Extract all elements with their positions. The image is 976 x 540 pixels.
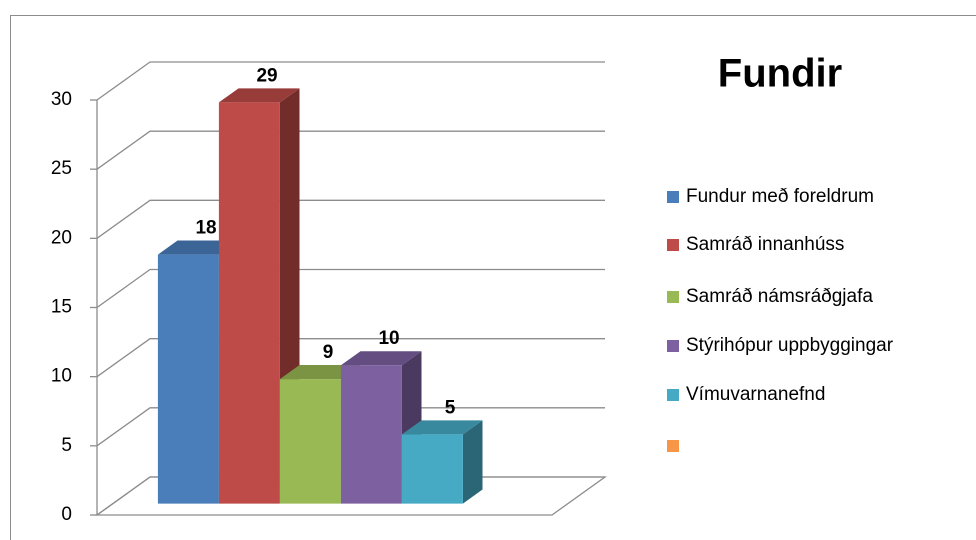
bar-top xyxy=(218,88,300,103)
legend-swatch xyxy=(667,440,679,452)
grid-line xyxy=(96,61,605,101)
bar-top xyxy=(340,351,422,366)
value-label: 29 xyxy=(256,65,277,86)
legend-label: Stýrihópur uppbyggingar xyxy=(686,335,894,356)
legend-label: Fundur með foreldrum xyxy=(686,186,874,207)
bar-front xyxy=(340,365,402,504)
y-tick-label: 20 xyxy=(51,227,72,248)
y-tick-label: 0 xyxy=(61,504,72,525)
legend-swatch xyxy=(667,291,679,303)
legend-label: Vímuvarnanefnd xyxy=(686,384,825,405)
bar-top xyxy=(157,240,239,255)
value-label: 9 xyxy=(323,342,334,363)
grid-line xyxy=(96,199,605,239)
y-tick-label: 15 xyxy=(51,297,72,318)
y-tick-label: 10 xyxy=(51,366,72,387)
bar-front xyxy=(157,254,219,504)
y-tick-label: 25 xyxy=(51,158,72,179)
y-tick-label: 30 xyxy=(51,89,72,110)
bar-front xyxy=(218,102,280,504)
bar-top xyxy=(401,420,483,435)
value-label: 18 xyxy=(195,218,216,239)
legend-label: Samráð innanhúss xyxy=(686,234,844,255)
y-tick-label: 5 xyxy=(61,435,72,456)
grid-line xyxy=(96,268,605,309)
value-label: 10 xyxy=(378,328,399,349)
grid-line xyxy=(96,338,605,378)
chart-title: Fundir xyxy=(718,52,842,96)
value-label: 5 xyxy=(445,397,456,418)
legend-swatch xyxy=(667,191,679,203)
legend-swatch xyxy=(667,239,679,251)
legend-label: Samráð námsráðgjafa xyxy=(686,286,873,307)
legend-swatch xyxy=(667,389,679,401)
bar-top xyxy=(279,365,361,380)
bar xyxy=(401,420,483,504)
bar-side xyxy=(462,420,483,504)
legend-swatch xyxy=(667,340,679,352)
grid-line xyxy=(96,407,605,447)
grid-line xyxy=(96,130,605,170)
bar-front xyxy=(401,434,463,504)
bar-front xyxy=(279,379,341,504)
